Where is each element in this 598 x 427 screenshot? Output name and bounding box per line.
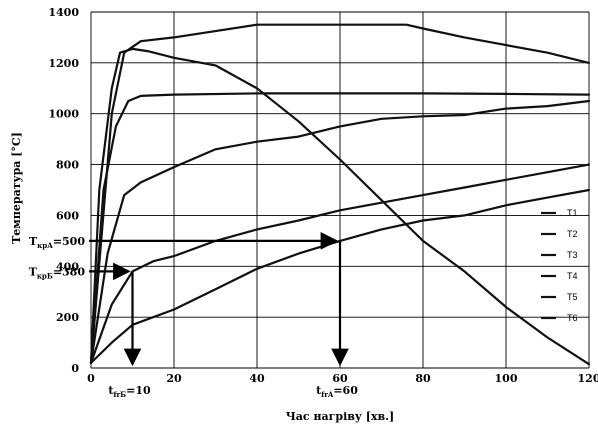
x-tick-label: 80: [415, 372, 431, 385]
x-tick-label: 0: [87, 372, 95, 385]
y-tick-label: 1000: [48, 108, 79, 121]
x-tick-label: 120: [578, 372, 598, 385]
x-tick-label: 40: [249, 372, 265, 385]
y-tick-label: 200: [56, 311, 79, 324]
legend-label-t1: T1: [567, 208, 578, 218]
legend-label-t2: T2: [567, 229, 578, 239]
x-axis-title: Час нагріву [хв.]: [286, 410, 394, 423]
x-tick-label: 20: [166, 372, 182, 385]
series-line-t5: [89, 163, 591, 364]
legend-label-t5: T5: [567, 292, 578, 302]
y-tick-label: 0: [71, 362, 79, 375]
y-tick-label: 1200: [48, 57, 79, 70]
x-tick-label: 60: [332, 372, 348, 385]
y-axis-title: Температура [°C]: [10, 132, 23, 244]
series-line-t4: [89, 99, 591, 364]
series-line-t1: [89, 23, 591, 364]
series-lines: [89, 23, 591, 366]
y-tick-label: 1400: [48, 6, 79, 19]
series-line-t6: [89, 188, 591, 364]
y-tick-label: 400: [56, 260, 79, 273]
grid: [90, 11, 590, 369]
series-line-t2: [89, 47, 591, 366]
y-tick-label: 600: [56, 209, 79, 222]
critical-temp-label-1: TкрБ=380: [29, 265, 86, 280]
legend-label-t4: T4: [567, 271, 578, 281]
y-tick-label: 800: [56, 159, 79, 172]
x-tick-label: 100: [495, 372, 518, 385]
critical-temp-label-0: TкрА=500: [29, 235, 85, 250]
legend: T1 T2 T3 T4 T5 T6: [541, 208, 578, 323]
series-line-t3: [89, 92, 591, 364]
fire-resistance-label-0: tfrБ=10: [108, 384, 151, 399]
fire-resistance-label-1: tfrA=60: [316, 384, 358, 399]
legend-label-t3: T3: [567, 250, 578, 260]
annotations: TкрА=500 TкрБ=380 tfrБ=10 tfrA=60: [29, 232, 358, 399]
legend-label-t6: T6: [567, 313, 578, 323]
